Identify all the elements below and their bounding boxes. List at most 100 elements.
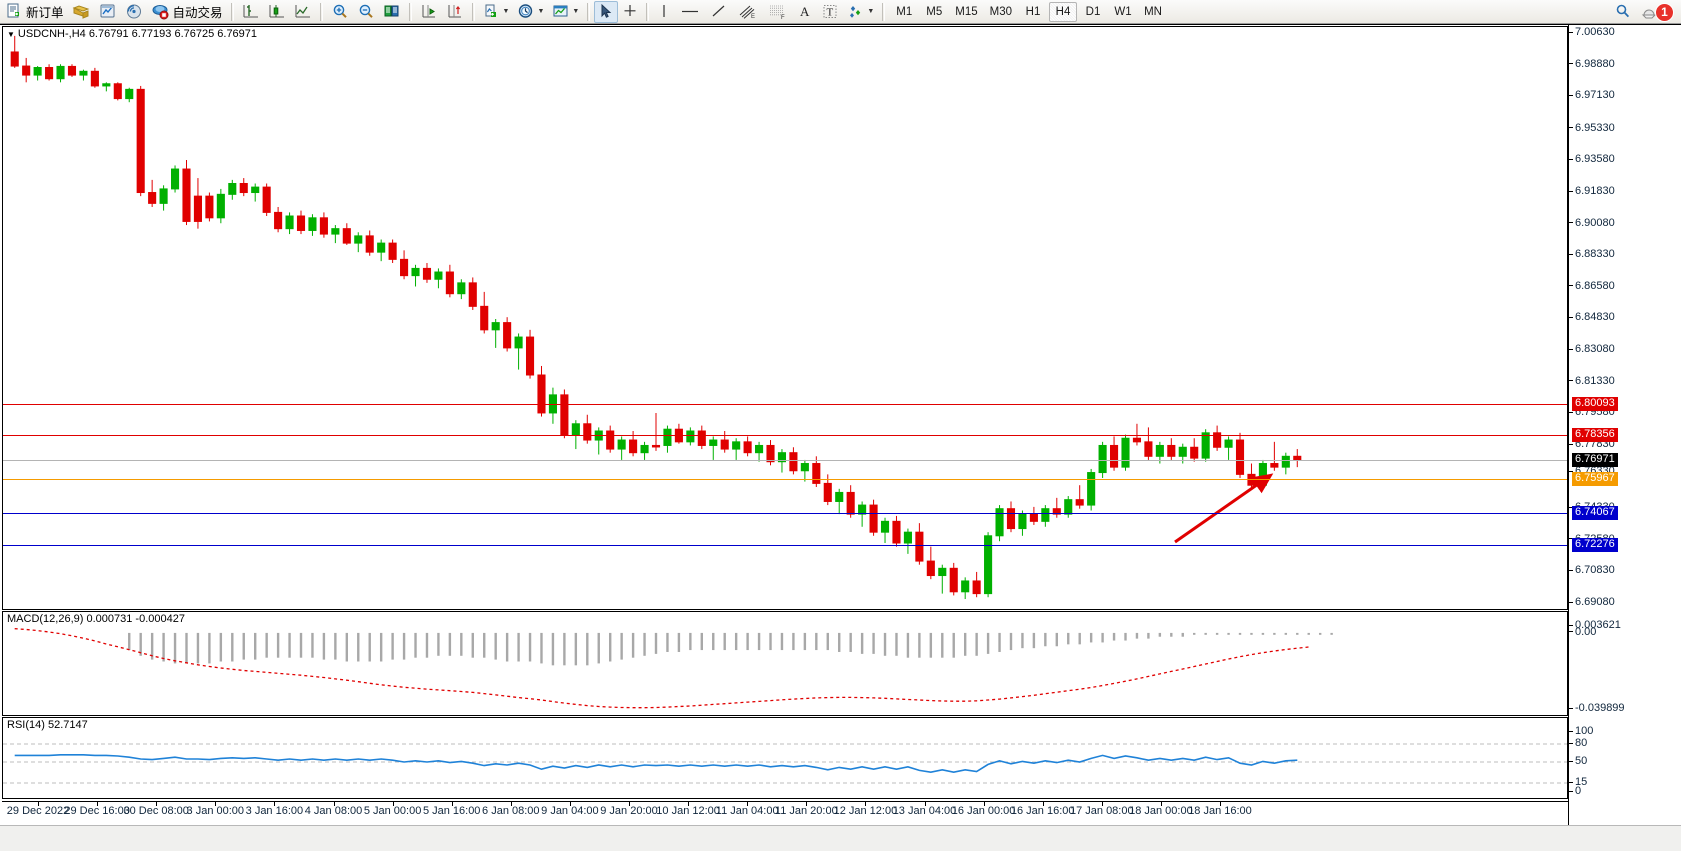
time-tick-label: 17 Jan 08:00 <box>1069 805 1134 817</box>
tick-mark <box>1569 253 1573 255</box>
timeframe-m5[interactable]: M5 <box>926 5 943 18</box>
notifications-button[interactable]: 1 <box>1636 1 1679 23</box>
level-line-pivot[interactable] <box>3 478 1567 480</box>
cursor-tool[interactable] <box>594 0 619 23</box>
time-tick-label: 4 Jan 08:00 <box>304 805 363 817</box>
rsi-tick: 80 <box>1568 738 1681 749</box>
price-pane[interactable]: ▼ USDCNH-,H4 6.76791 6.77193 6.76725 6.76… <box>2 26 1568 610</box>
price-tick-label: 6.83080 <box>1575 343 1615 356</box>
time-tick-mark <box>1042 802 1044 806</box>
price-chip-support-1[interactable]: 6.74067 <box>1572 505 1618 520</box>
price-chip-pivot[interactable]: 6.75967 <box>1572 471 1618 486</box>
price-chip-resistance-2[interactable]: 6.80093 <box>1572 397 1618 412</box>
timeframe-w1[interactable]: W1 <box>1114 5 1132 18</box>
timeframe-m15[interactable]: M15 <box>955 5 978 18</box>
price-tick-label: 6.93580 <box>1575 153 1615 166</box>
chevron-down-icon[interactable]: ▼ <box>867 8 875 15</box>
tick-mark <box>1569 63 1573 65</box>
search-button[interactable] <box>1610 1 1636 23</box>
rsi-series <box>3 743 1567 784</box>
time-tick-mark <box>274 802 276 806</box>
line-chart-button[interactable] <box>290 1 316 23</box>
tick-mark <box>1569 158 1573 160</box>
indicators-button[interactable]: ▼ <box>479 1 514 23</box>
candlestick-chart-button[interactable] <box>264 1 290 23</box>
tile-windows-button[interactable] <box>379 1 405 23</box>
new-order-button[interactable]: 新订单 <box>2 1 68 23</box>
toolbar-separator <box>587 2 591 21</box>
auto-trading-button[interactable]: 自动交易 <box>147 1 227 23</box>
macd-tick-label: 0.00 <box>1575 625 1597 638</box>
zoom-in-icon <box>331 3 349 20</box>
auto-scroll-button[interactable] <box>416 1 442 23</box>
price-chip-resistance-1[interactable]: 6.78356 <box>1572 428 1618 443</box>
level-line-resistance-1[interactable] <box>3 435 1567 437</box>
time-scale[interactable]: 29 Dec 2022 29 Dec 16:00 30 Dec 08:00 3 Jan… <box>2 801 1568 825</box>
time-tick-mark <box>806 802 808 806</box>
text-label-tool[interactable]: T <box>817 1 843 23</box>
chart-shift-button[interactable] <box>442 1 468 23</box>
price-tick: 6.86580 <box>1568 280 1681 292</box>
tick-mark <box>1569 348 1573 350</box>
signals-button[interactable] <box>121 1 147 23</box>
time-tick-label: 29 Dec 16:00 <box>64 805 130 817</box>
price-chip-current-price[interactable]: 6.76971 <box>1572 453 1618 468</box>
market-watch-button[interactable] <box>95 1 121 23</box>
rsi-tick-label: 0 <box>1575 785 1582 797</box>
time-tick-mark <box>97 802 99 806</box>
level-line-resistance-2[interactable] <box>3 404 1567 406</box>
timeframe-d1[interactable]: D1 <box>1085 5 1101 18</box>
price-tick: 6.76330 <box>1568 466 1681 477</box>
zoom-in-button[interactable] <box>327 1 353 23</box>
templates-button[interactable]: ▼ <box>548 1 583 23</box>
symbol-header-text: USDCNH-,H4 6.76791 6.77193 6.76725 6.769… <box>17 28 258 40</box>
time-tick-label: 12 Jan 12:00 <box>833 805 898 817</box>
level-line-support-2[interactable] <box>3 545 1567 547</box>
timeframe-m30[interactable]: M30 <box>989 5 1013 18</box>
chevron-down-icon[interactable]: ▼ <box>537 8 545 15</box>
macd-pane[interactable]: MACD(12,26,9) 0.000731 -0.000427 <box>2 611 1568 716</box>
zoom-out-button[interactable] <box>353 1 379 23</box>
text-tool[interactable]: A <box>793 1 817 23</box>
price-scale[interactable]: 7.00630 6.98880 6.97130 6.95330 6.93580 6.918… <box>1568 25 1681 827</box>
tick-mark <box>1569 443 1573 445</box>
collapse-arrow-icon[interactable]: ▼ <box>7 30 15 39</box>
time-tick-label: 6 Jan 08:00 <box>482 805 540 817</box>
time-tick-mark <box>747 802 749 806</box>
price-chip-support-2[interactable]: 6.72276 <box>1572 538 1618 553</box>
bar-chart-button[interactable] <box>238 1 264 23</box>
crosshair-tool[interactable] <box>618 1 642 23</box>
fibonacci-tool[interactable]: F <box>763 1 793 23</box>
level-line-support-1[interactable] <box>3 512 1567 514</box>
timeframe-mn[interactable]: MN <box>1144 5 1162 18</box>
period-button[interactable]: ▼ <box>513 1 548 23</box>
rsi-pane[interactable]: RSI(14) 52.7147 <box>2 717 1568 799</box>
price-tick-label: 6.84830 <box>1575 311 1615 324</box>
price-tick: 6.88330 <box>1568 249 1681 260</box>
chevron-down-icon[interactable]: ▼ <box>572 8 580 15</box>
vertical-line-tool[interactable] <box>653 1 675 23</box>
time-tick-label: 18 Jan 00:00 <box>1129 805 1193 817</box>
toolbar-separator <box>882 2 886 21</box>
expert-advisors-button[interactable] <box>68 1 95 23</box>
horizontal-line-tool[interactable] <box>675 1 705 23</box>
crosshair-icon <box>622 3 638 20</box>
time-tick-mark <box>688 802 690 806</box>
price-tick: 6.77830 <box>1568 438 1681 450</box>
equidistant-channel-tool[interactable]: E <box>733 1 763 23</box>
time-tick-mark <box>1101 802 1103 806</box>
time-tick-mark <box>1160 802 1162 806</box>
level-line-current-price[interactable] <box>3 460 1567 462</box>
chevron-down-icon[interactable]: ▼ <box>502 8 510 15</box>
zoom-out-icon <box>357 3 375 20</box>
timeframe-h1[interactable]: H1 <box>1025 5 1041 18</box>
timeframe-m1[interactable]: M1 <box>896 5 913 18</box>
trendline-tool[interactable] <box>705 1 733 23</box>
tick-mark <box>1569 506 1573 508</box>
timeframe-h4[interactable]: H4 <box>1049 1 1078 22</box>
tick-mark <box>1569 317 1573 319</box>
price-tick: 6.97130 <box>1568 90 1681 101</box>
time-tick-label: 9 Jan 04:00 <box>541 805 599 817</box>
timeframe-group: M1 M5 M15 M30 H1 H4 D1 W1 MN <box>889 1 1168 22</box>
shapes-tool[interactable]: ▼ <box>843 1 878 23</box>
